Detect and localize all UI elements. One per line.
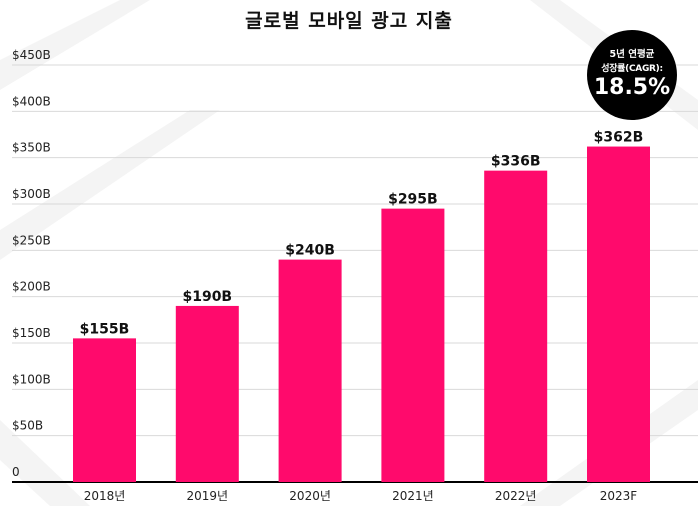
bar-value-label: $155B: [80, 321, 130, 337]
bar-value-label: $362B: [594, 130, 644, 146]
x-tick-label: 2023F: [600, 489, 638, 503]
bar: [278, 259, 342, 482]
cagr-line1: 5년 연평균: [609, 49, 655, 60]
y-tick-label: $150B: [12, 326, 51, 340]
y-tick-label: $200B: [12, 280, 51, 294]
y-tick-label: $250B: [12, 233, 51, 247]
bar: [381, 208, 445, 482]
x-axis-ticks: 2018년 2019년 2020년 2021년 2022년 2023F: [84, 489, 638, 503]
y-tick-label: $450B: [12, 48, 51, 62]
bar-value-label: $295B: [388, 192, 438, 208]
y-tick-label: $350B: [12, 141, 51, 155]
bar-value-label: $190B: [182, 289, 232, 305]
x-tick-label: 2021년: [392, 489, 434, 503]
bar: [73, 338, 136, 482]
y-tick-label: 0: [12, 465, 20, 479]
bar: [587, 146, 650, 482]
background-shape: [0, 420, 90, 506]
bars: $155B $190B $240B $295B $336B $362B: [73, 130, 650, 482]
y-tick-label: $400B: [12, 94, 51, 108]
background-shape: [0, 0, 150, 90]
cagr-value: 18.5%: [593, 75, 671, 100]
bar-value-label: $336B: [491, 154, 541, 170]
y-axis-ticks: 0 $50B $100B $150B $200B $250B $300B $350B $400B…: [12, 48, 51, 479]
cagr-badge: 5년 연평균 성장률(CAGR): 18.5%: [587, 30, 677, 120]
y-tick-label: $100B: [12, 372, 51, 386]
background-shape: [0, 110, 220, 260]
x-tick-label: 2020년: [289, 489, 331, 503]
bar-value-label: $240B: [285, 243, 335, 259]
y-tick-label: $50B: [12, 419, 43, 433]
x-tick-label: 2022년: [495, 489, 537, 503]
cagr-line2: 성장률(CAGR):: [601, 64, 663, 74]
x-tick-label: 2018년: [84, 489, 126, 503]
bar: [175, 305, 239, 482]
bar: [484, 170, 548, 482]
x-tick-label: 2019년: [187, 489, 229, 503]
y-tick-label: $300B: [12, 187, 51, 201]
chart-title: 글로벌 모바일 광고 지출: [245, 10, 453, 32]
